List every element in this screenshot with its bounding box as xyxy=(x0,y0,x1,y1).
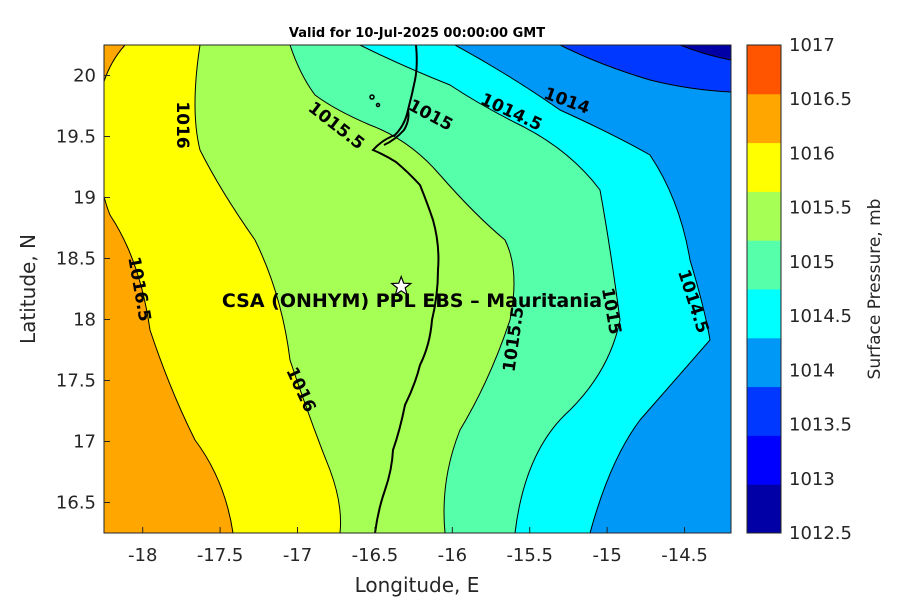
contour-line-1016 xyxy=(194,45,342,533)
colorbar-swatch xyxy=(747,240,781,290)
x-axis-label: Longitude, E xyxy=(355,573,480,597)
colorbar-tick-label: 1012.5 xyxy=(789,523,852,544)
contour-line-1015 xyxy=(359,45,621,533)
contour-line-1014 xyxy=(559,45,731,93)
band-1013-5 xyxy=(560,45,731,92)
band-1014 xyxy=(455,45,731,533)
x-tick-label: -16 xyxy=(438,545,467,566)
colorbar-tick-label: 1016 xyxy=(789,143,835,164)
x-tick-label: -17 xyxy=(283,545,312,566)
y-tick-label: 18 xyxy=(73,310,96,331)
colorbar-tick-label: 1013 xyxy=(789,469,835,490)
colorbar: 1012.5 1013 1013.5 1014 1014.5 1015 1015.5 1016… xyxy=(746,35,852,544)
x-tick-label: -18 xyxy=(128,545,157,566)
star-icon xyxy=(390,274,413,297)
colorbar-swatch xyxy=(747,386,781,436)
x-tick-label: -15 xyxy=(592,545,621,566)
contour-line-1013-5 xyxy=(679,45,731,61)
colorbar-tick-label: 1014 xyxy=(789,360,835,381)
coastline-island xyxy=(383,109,410,146)
x-tick-label: -16.5 xyxy=(352,545,399,566)
colorbar-tick-label: 1016.5 xyxy=(789,89,852,110)
x-axis: -18 -17.5 -17 -16.5 -16 -15.5 -15 -14.5 xyxy=(128,527,708,566)
colorbar-tick-label: 1015 xyxy=(789,252,835,273)
colorbar-swatch xyxy=(747,191,781,241)
site-label: CSA (ONHYM) PPL EBS – Mauritania xyxy=(222,290,602,312)
colorbar-tick-label: 1015.5 xyxy=(789,198,852,219)
islet-shape xyxy=(369,94,375,100)
plot-frame xyxy=(103,44,732,534)
map-title: Valid for 10-Jul-2025 00:00:00 GMT xyxy=(289,26,545,41)
y-tick-label: 20 xyxy=(73,66,96,87)
y-tick-label: 19 xyxy=(73,188,96,209)
y-tick-label: 19.5 xyxy=(56,127,96,148)
colorbar-swatch xyxy=(747,142,781,192)
colorbar-tick-label: 1013.5 xyxy=(789,415,852,436)
y-tick-label: 16.5 xyxy=(56,493,96,514)
colorbar-swatch xyxy=(747,93,781,144)
colorbar-swatch xyxy=(747,45,781,95)
pressure-field: 1016 1015.5 1015 1014.5 1014 1016.5 1016… xyxy=(104,45,731,533)
colorbar-label: Surface Pressure, mb xyxy=(865,199,885,380)
y-tick-label: 17 xyxy=(73,432,96,453)
band-1014-5 xyxy=(360,45,731,533)
y-tick-label: 18.5 xyxy=(56,249,96,270)
x-tick-label: -15.5 xyxy=(506,545,553,566)
colorbar-swatch xyxy=(747,337,781,388)
colorbar-tick-label: 1017 xyxy=(789,35,835,56)
contour-line-1015-5 xyxy=(289,45,515,533)
colorbar-swatch xyxy=(747,435,781,485)
y-tick-label: 17.5 xyxy=(56,371,96,392)
colorbar-swatch xyxy=(747,289,781,339)
band-1013 xyxy=(680,45,731,60)
colorbar-tick-label: 1014.5 xyxy=(789,306,852,327)
x-tick-label: -17.5 xyxy=(197,545,244,566)
colorbar-frame xyxy=(746,44,782,534)
contour-line-1016-5 xyxy=(104,45,234,533)
islet-shape xyxy=(375,102,381,108)
coastline xyxy=(371,45,440,533)
contour-line-1014-5 xyxy=(454,45,711,533)
x-tick-label: -14.5 xyxy=(661,545,708,566)
colorbar-swatch xyxy=(747,484,781,534)
contour-label: 1016 xyxy=(172,101,192,148)
y-axis-label: Latitude, N xyxy=(16,234,40,344)
y-axis: 16.5 17 17.5 18 18.5 19 19.5 20 xyxy=(56,66,110,514)
